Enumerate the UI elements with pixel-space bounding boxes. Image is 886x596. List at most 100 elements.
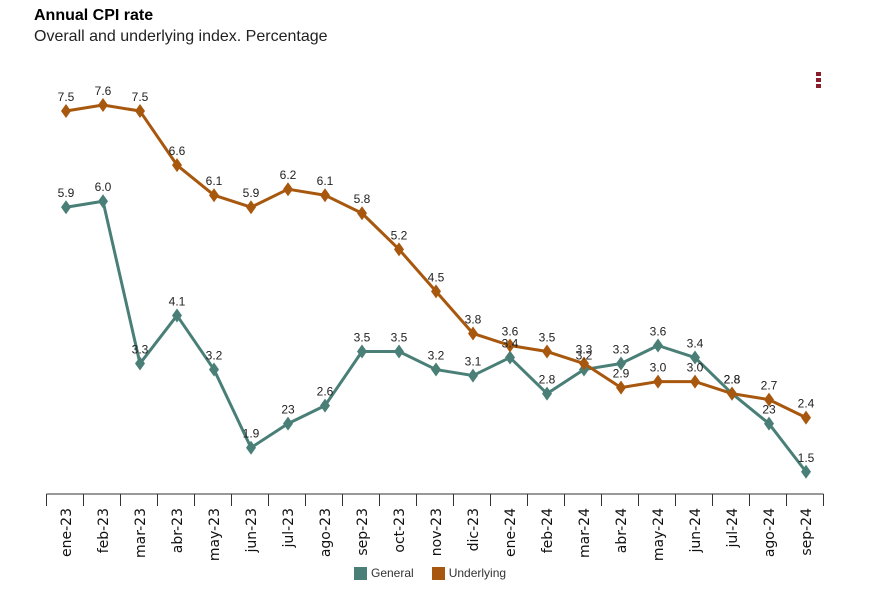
x-tick-label: ago-23	[318, 508, 334, 557]
marker-underlying	[616, 380, 626, 395]
x-tick-label: may-24	[651, 508, 667, 561]
x-tick-label: may-23	[207, 508, 223, 561]
marker-general	[764, 416, 774, 431]
data-label-general: 2.8	[539, 373, 556, 387]
x-tick-label: sep-24	[799, 508, 815, 556]
x-tick-label: dic-23	[466, 508, 482, 551]
data-label-general: 3.2	[428, 349, 445, 363]
marker-underlying	[98, 98, 108, 113]
marker-underlying	[801, 410, 811, 425]
marker-underlying	[579, 356, 589, 371]
data-label-general: 3.6	[650, 325, 667, 339]
data-label-general: 3.2	[576, 349, 593, 363]
marker-underlying	[135, 104, 145, 119]
marker-underlying	[431, 284, 441, 299]
marker-underlying	[505, 338, 515, 353]
data-label-general: 23	[762, 403, 776, 417]
data-label-underlying: 5.9	[243, 186, 260, 200]
x-tick-label: abr-24	[614, 508, 630, 553]
marker-underlying	[394, 242, 404, 257]
data-label-underlying: 5.8	[354, 192, 371, 206]
marker-underlying	[283, 182, 293, 197]
data-label-underlying: 4.5	[428, 270, 445, 284]
vertical-ellipsis-icon[interactable]	[816, 72, 822, 90]
data-label-general: 4.1	[169, 294, 186, 308]
data-label-underlying: 2.4	[798, 397, 815, 411]
marker-underlying	[468, 326, 478, 341]
marker-general	[135, 356, 145, 371]
marker-general	[172, 308, 182, 323]
data-label-general: 3.2	[206, 349, 223, 363]
data-label-underlying: 3.0	[687, 361, 704, 375]
data-label-underlying: 6.1	[206, 174, 223, 188]
data-label-underlying: 2.8	[724, 373, 741, 387]
data-labels: 5.9 6.0 3.3 4.1 3.2 1.9 23 2.6 3.5 3.5 3.2 3.1 3.4 2.…	[58, 84, 815, 465]
x-tick-label: jul-23	[281, 508, 297, 549]
data-label-general: 3.4	[687, 337, 704, 351]
data-label-general: 1.5	[798, 451, 815, 465]
data-label-general: 5.9	[58, 186, 75, 200]
marker-general	[246, 440, 256, 455]
data-label-underlying: 6.6	[169, 144, 186, 158]
data-label-general: 3.4	[502, 337, 519, 351]
marker-underlying	[764, 392, 774, 407]
marker-general	[61, 200, 71, 215]
marker-underlying	[61, 104, 71, 119]
marker-general	[209, 362, 219, 377]
data-label-underlying: 7.5	[58, 90, 75, 104]
data-label-underlying: 7.6	[95, 84, 112, 98]
marker-underlying	[690, 374, 700, 389]
marker-underlying	[727, 386, 737, 401]
legend-swatch-general	[354, 566, 367, 580]
menu-dot	[816, 78, 821, 82]
x-tick-label: ago-24	[762, 508, 778, 557]
legend-swatch-underlying	[431, 566, 445, 580]
data-label-underlying: 2.7	[761, 379, 778, 393]
marker-general	[801, 464, 811, 479]
x-tick-label: ene-24	[503, 508, 519, 557]
data-label-general: 3.3	[613, 343, 630, 357]
marker-general	[394, 344, 404, 359]
legend-label-underlying: Underlying	[448, 566, 507, 580]
chart-title: Annual CPI rate	[34, 7, 154, 24]
marker-general	[505, 350, 515, 365]
x-tick-label: sep-23	[355, 508, 371, 556]
marker-underlying	[172, 158, 182, 173]
marker-underlying	[357, 206, 367, 221]
data-label-underlying: 2.9	[613, 367, 630, 381]
marker-general	[542, 386, 552, 401]
x-tick-label: feb-23	[96, 508, 112, 553]
data-label-underlying: 3.5	[539, 331, 556, 345]
data-label-underlying: 3.3	[576, 343, 593, 357]
x-tick-label: abr-23	[170, 508, 186, 553]
menu-dot	[816, 72, 821, 76]
legend: General Underlying	[354, 566, 524, 580]
data-label-general: 3.5	[354, 331, 371, 345]
x-tick-label: mar-23	[133, 508, 149, 558]
data-label-general: 3.3	[132, 343, 149, 357]
x-tick-label: jul-24	[725, 508, 741, 549]
marker-underlying	[320, 188, 330, 203]
legend-item-general[interactable]: General	[354, 566, 414, 580]
marker-general	[320, 398, 330, 413]
marker-underlying	[246, 200, 256, 215]
data-label-underlying: 3.0	[650, 361, 667, 375]
x-tick-label: nov-23	[429, 508, 445, 556]
marker-general	[468, 368, 478, 383]
x-axis: ene-23 feb-23 mar-23 abr-23 may-23 jun-23 jul-…	[46, 493, 824, 561]
x-tick-label: feb-24	[540, 508, 556, 553]
menu-dot	[816, 84, 821, 88]
marker-underlying	[209, 188, 219, 203]
legend-item-underlying[interactable]: Underlying	[431, 566, 507, 580]
data-label-general: 2.6	[317, 385, 334, 399]
data-label-underlying: 7.5	[132, 90, 149, 104]
data-label-underlying: 6.2	[280, 168, 297, 182]
data-label-underlying: 5.2	[391, 228, 408, 242]
data-label-underlying: 3.8	[465, 312, 482, 326]
chart-subtitle: Overall and underlying index. Percentage	[34, 28, 328, 45]
series-markers	[61, 98, 811, 479]
data-label-underlying: 3.6	[502, 325, 519, 339]
x-tick-label: jun-23	[244, 508, 260, 554]
x-tick-label: jun-24	[688, 508, 704, 554]
